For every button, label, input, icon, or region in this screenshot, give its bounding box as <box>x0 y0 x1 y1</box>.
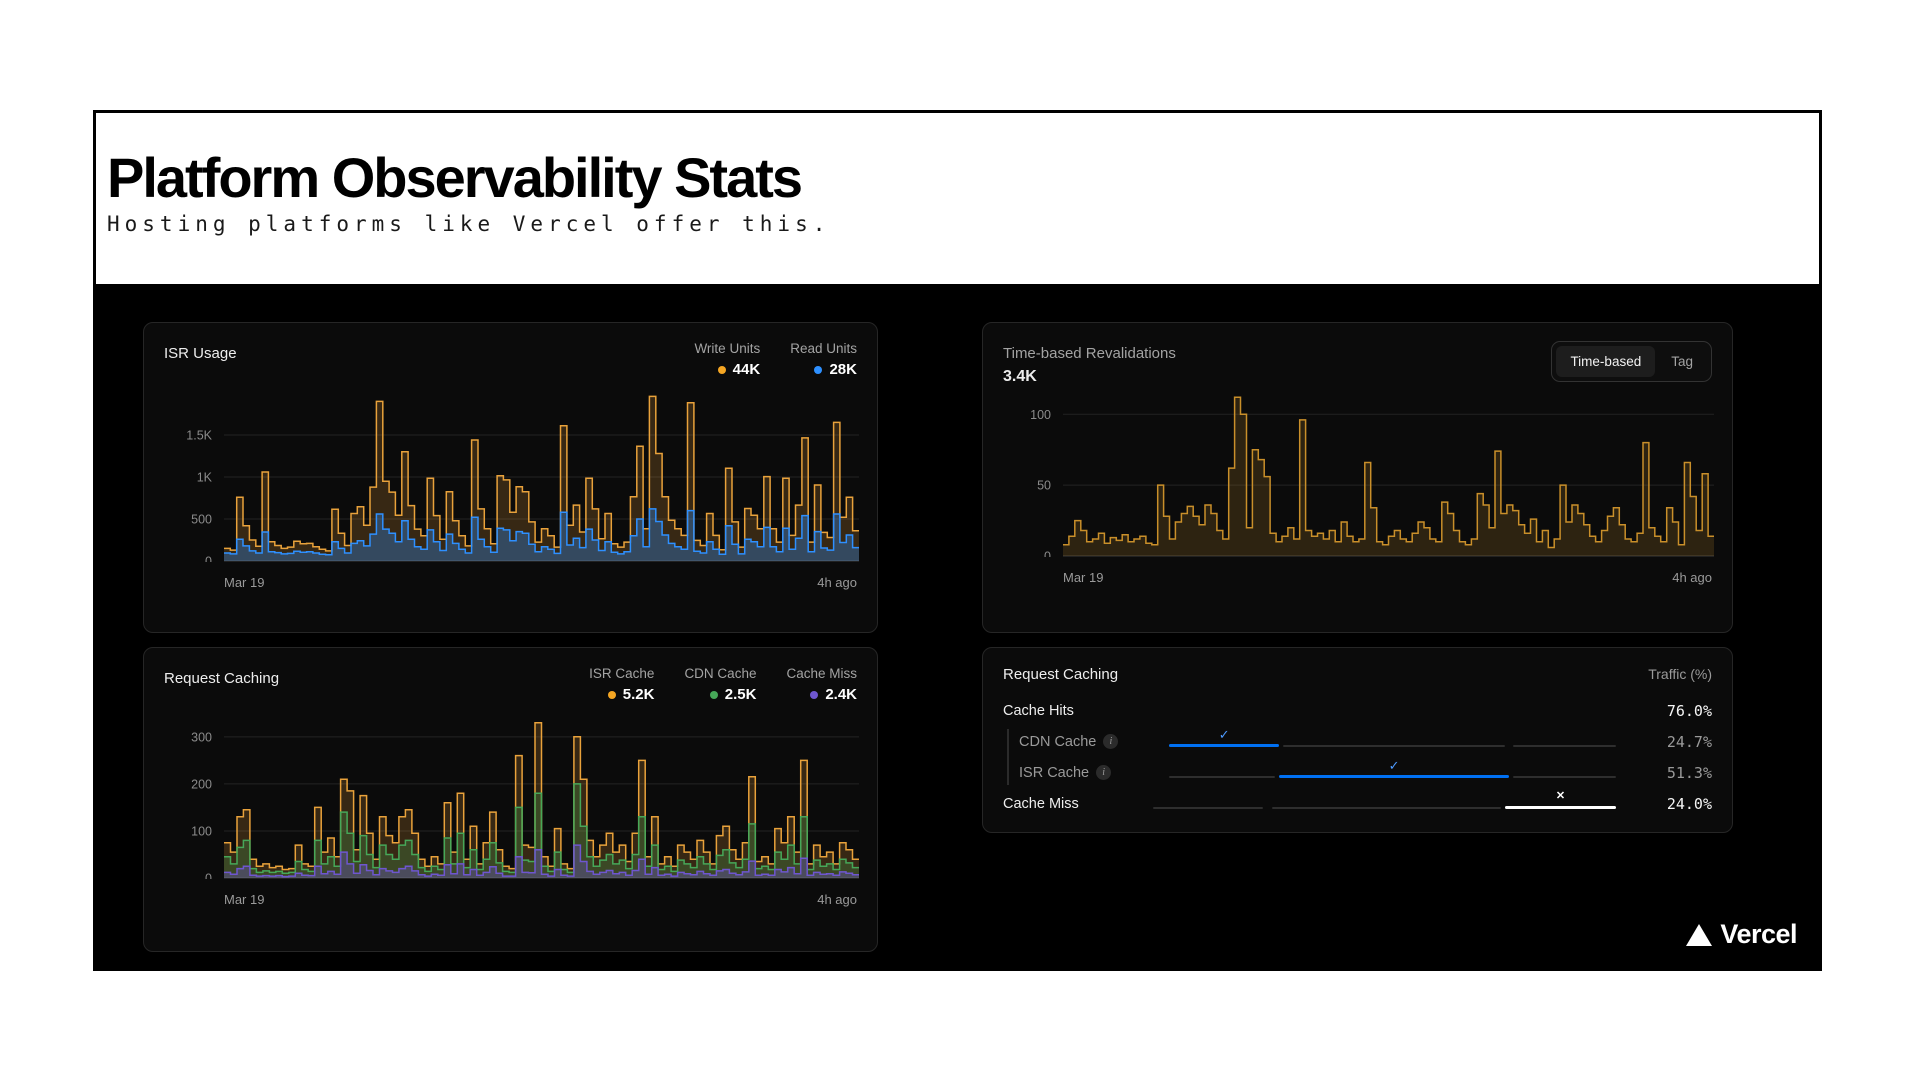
legend-item-read-units: Read Units 28K <box>790 341 857 378</box>
panel-request-caching-chart: Request Caching ISR Cache 5.2K CDN Cache… <box>143 647 878 952</box>
info-icon[interactable]: i <box>1096 765 1112 780</box>
svg-text:0: 0 <box>205 872 212 880</box>
x-axis-end-label: 4h ago <box>817 892 857 907</box>
revalidations-title: Time-based Revalidations <box>1003 345 1176 362</box>
row-cache-hits: Cache Hits 76.0% <box>1003 701 1712 720</box>
request-caching-chart[interactable]: 300 200 100 0 Mar 19 4h ago <box>164 717 859 907</box>
legend-item-write-units: Write Units 44K <box>694 341 761 378</box>
revalidation-mode-toggle: Time-based Tag <box>1551 341 1712 382</box>
svg-text:50: 50 <box>1037 479 1051 493</box>
toggle-time-based[interactable]: Time-based <box>1556 346 1656 377</box>
isr-usage-chart[interactable]: 1.5K 1K 500 0 Mar 19 4h ago <box>164 392 859 590</box>
row-cdn-cache: CDN Cache i ✓ 24.7% <box>1019 726 1712 752</box>
svg-text:300: 300 <box>191 730 212 744</box>
request-caching-legend: ISR Cache 5.2K CDN Cache 2.5K Cache Miss… <box>589 666 857 703</box>
tree-indent-line <box>1007 729 1009 785</box>
page-subtitle: Hosting platforms like Vercel offer this… <box>107 211 831 236</box>
read-units-dot <box>814 365 823 374</box>
svg-text:200: 200 <box>191 777 212 791</box>
svg-text:500: 500 <box>191 513 212 527</box>
svg-text:100: 100 <box>1030 408 1051 422</box>
svg-text:1K: 1K <box>197 471 213 485</box>
vercel-logo: Vercel <box>1686 919 1797 950</box>
x-axis-end-label: 4h ago <box>817 575 857 590</box>
x-axis-end-label: 4h ago <box>1672 570 1712 585</box>
cache-miss-bar: ✕ <box>1153 790 1616 814</box>
row-cache-miss: Cache Miss ✕ 24.0% <box>1003 789 1712 814</box>
x-mark-icon: ✕ <box>1555 789 1566 802</box>
cdn-cache-dot <box>709 690 718 699</box>
svg-text:0: 0 <box>205 555 212 563</box>
svg-text:100: 100 <box>191 824 212 838</box>
isr-usage-legend: Write Units 44K Read Units 28K <box>694 341 857 378</box>
write-units-dot <box>717 365 726 374</box>
x-axis-start-label: Mar 19 <box>224 892 265 907</box>
x-axis-start-label: Mar 19 <box>224 575 265 590</box>
row-isr-cache: ISR Cache i ✓ 51.3% <box>1019 757 1712 783</box>
page-header: Platform Observability Stats Hosting pla… <box>96 113 1819 284</box>
request-caching-title: Request Caching <box>164 670 280 687</box>
panel-request-caching-table: Request Caching Traffic (%) Cache Hits 7… <box>982 647 1733 833</box>
check-mark-icon: ✓ <box>1388 757 1400 773</box>
check-mark-icon: ✓ <box>1218 726 1230 742</box>
isr-cache-bar: ✓ <box>1169 759 1616 783</box>
main-frame: Platform Observability Stats Hosting pla… <box>93 110 1822 971</box>
panel-revalidations: Time-based Revalidations 3.4K Time-based… <box>982 322 1733 633</box>
cache-miss-dot <box>810 690 819 699</box>
x-axis-start-label: Mar 19 <box>1063 570 1104 585</box>
page-title: Platform Observability Stats <box>107 146 803 209</box>
cdn-cache-bar: ✓ <box>1169 728 1616 752</box>
legend-item-cache-miss: Cache Miss 2.4K <box>786 666 857 703</box>
toggle-tag[interactable]: Tag <box>1657 346 1707 377</box>
isr-usage-title: ISR Usage <box>164 345 237 362</box>
isr-cache-dot <box>607 690 616 699</box>
panel-isr-usage: ISR Usage Write Units 44K Read Units 28K… <box>143 322 878 633</box>
svg-text:0: 0 <box>1044 550 1051 558</box>
info-icon[interactable]: i <box>1103 734 1119 749</box>
vercel-triangle-icon <box>1686 923 1713 946</box>
traffic-rows: Cache Hits 76.0% CDN Cache i ✓ 24.7% ISR … <box>1003 695 1712 819</box>
request-caching-table-title: Request Caching <box>1003 666 1119 683</box>
revalidations-value: 3.4K <box>1003 368 1037 385</box>
traffic-column-header: Traffic (%) <box>1648 666 1712 682</box>
legend-item-cdn-cache: CDN Cache 2.5K <box>684 666 757 703</box>
revalidations-chart[interactable]: 100 50 0 Mar 19 4h ago <box>1003 392 1714 585</box>
legend-item-isr-cache: ISR Cache 5.2K <box>589 666 655 703</box>
svg-text:1.5K: 1.5K <box>186 429 212 443</box>
